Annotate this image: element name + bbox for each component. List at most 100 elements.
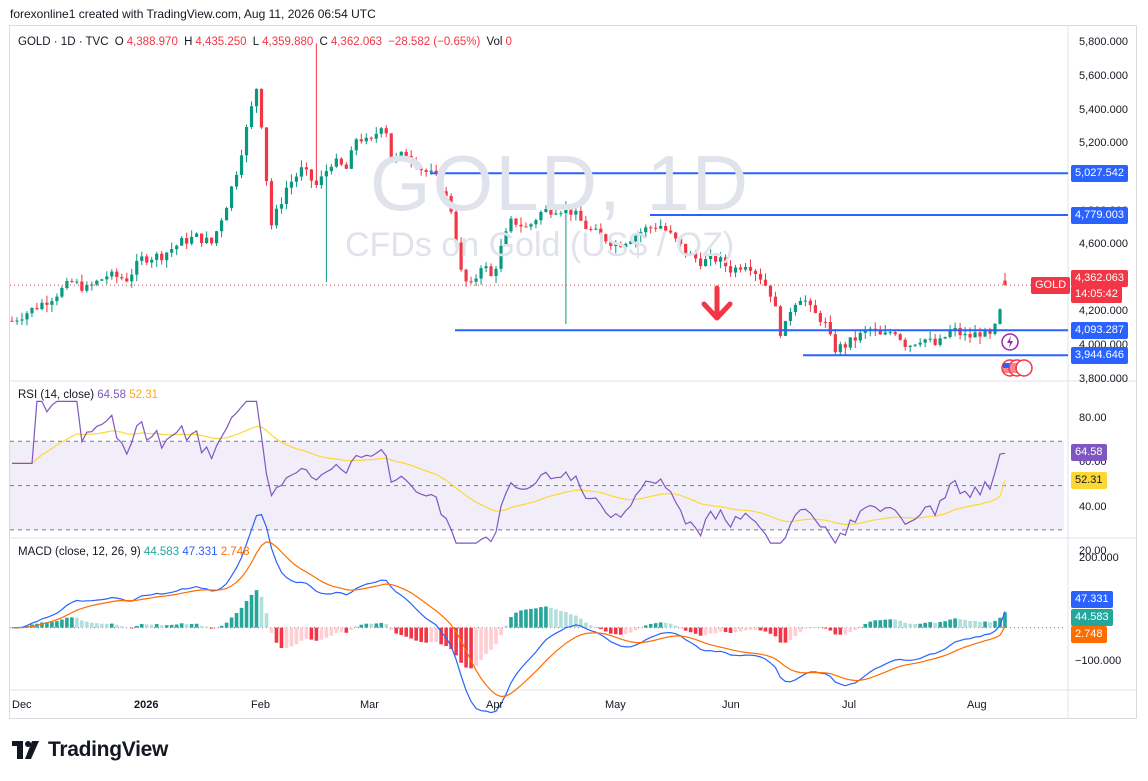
- macd-histogram-bar: [284, 627, 289, 649]
- macd-histogram-bar: [908, 623, 912, 628]
- macd-histogram-bar: [504, 625, 508, 628]
- candle-body: [434, 170, 438, 173]
- legend-volume-label: Vol: [486, 36, 503, 48]
- candle-body: [763, 279, 768, 286]
- candle-body: [579, 210, 583, 221]
- tradingview-logo[interactable]: TradingView: [12, 738, 168, 762]
- macd-histogram-bar: [863, 623, 868, 628]
- candle-body: [639, 232, 643, 236]
- macd-histogram-bar: [888, 619, 893, 628]
- candle-body: [554, 213, 558, 215]
- macd-histogram-bar: [219, 625, 224, 628]
- macd-histogram-bar: [848, 627, 853, 632]
- macd-histogram-bar: [95, 623, 99, 628]
- candle-body: [674, 232, 678, 239]
- macd-histogram-bar: [658, 622, 663, 628]
- candle-body: [454, 211, 458, 243]
- macd-histogram-bar: [424, 627, 428, 643]
- macd-histogram-bar: [319, 627, 324, 640]
- candle-body: [594, 228, 598, 230]
- macd-histogram-bar: [409, 627, 413, 639]
- macd-histogram-bar: [928, 622, 932, 628]
- candle-body: [828, 322, 832, 335]
- candle-body: [733, 267, 738, 273]
- macd-histogram-bar: [164, 625, 169, 628]
- candle-body: [728, 266, 733, 273]
- macd-histogram-bar: [793, 627, 798, 636]
- rsi-axis-tick: 40.00: [1079, 500, 1107, 513]
- rsi-band-fill: [10, 441, 1064, 530]
- legend-low-value: 4,359.880: [262, 36, 314, 48]
- macd-histogram-bar: [484, 627, 488, 654]
- candle-body: [629, 241, 633, 244]
- time-axis-label: Feb: [251, 699, 270, 711]
- macd-histogram-bar: [339, 627, 344, 633]
- macd-histogram-bar: [299, 627, 304, 641]
- candle-body: [379, 128, 383, 134]
- legend-symbol[interactable]: GOLD · 1D · TVC: [18, 36, 109, 48]
- candle-body: [878, 330, 882, 335]
- macd-legend[interactable]: MACD (close, 12, 26, 9) 44.583 47.331 2.…: [18, 546, 249, 558]
- candle-body: [783, 320, 788, 336]
- macd-histogram-bar: [434, 627, 438, 642]
- bar-countdown-tag: 14:05:42: [1071, 286, 1122, 304]
- candle-body: [190, 236, 194, 244]
- rsi-legend[interactable]: RSI (14, close) 64.58 52.31: [18, 389, 158, 401]
- rsi-axis-tick: 80.00: [1079, 412, 1107, 425]
- candle-body: [319, 176, 323, 186]
- candle-body: [524, 226, 528, 228]
- macd-histogram-bar: [763, 627, 768, 632]
- candle-body: [748, 266, 753, 271]
- candle-body: [928, 338, 932, 340]
- candle-body: [214, 231, 219, 244]
- candle-body: [773, 296, 778, 307]
- macd-histogram-bar: [594, 627, 598, 628]
- candle-body: [584, 220, 588, 229]
- macd-histogram-bar: [279, 627, 284, 649]
- macd-histogram-bar: [723, 627, 728, 633]
- candle-body: [424, 170, 428, 172]
- legend-low-label: L: [252, 36, 260, 48]
- rsi-ma-line: [12, 425, 1006, 526]
- candle-body: [35, 307, 39, 310]
- time-axis-label: Jun: [722, 699, 740, 711]
- price-axis-tick: 5,800.000: [1079, 36, 1128, 49]
- candle-body: [359, 139, 363, 142]
- candle-body: [115, 271, 119, 278]
- macd-histogram-bar: [234, 613, 239, 628]
- chart-frame[interactable]: [9, 25, 1137, 719]
- macd-histogram-bar: [798, 627, 803, 632]
- macd-histogram-bar: [239, 607, 244, 628]
- macd-histogram-bar: [229, 617, 234, 628]
- macd-histogram-bar: [773, 627, 778, 637]
- macd-histogram-bar: [613, 627, 618, 635]
- macd-histogram-bar: [289, 627, 294, 647]
- candle-body: [459, 242, 463, 270]
- candle-body: [65, 281, 69, 289]
- us-flag-canton-icon: [1003, 363, 1009, 368]
- macd-histogram-bar: [55, 621, 59, 628]
- candle-body: [983, 329, 987, 337]
- macd-histogram-bar: [893, 619, 898, 628]
- macd-histogram-bar: [244, 601, 249, 628]
- macd-histogram-bar: [269, 627, 274, 633]
- macd-histogram-bar: [349, 627, 354, 630]
- macd-histogram-bar: [918, 623, 922, 628]
- candle-body: [294, 176, 299, 182]
- price-axis-tick: 4,200.000: [1079, 305, 1128, 318]
- time-axis-label: 2026: [134, 699, 159, 711]
- price-axis-tick: 3,800.000: [1079, 372, 1128, 385]
- macd-histogram-bar: [169, 624, 174, 628]
- macd-histogram-bar: [638, 627, 643, 629]
- candle-body: [45, 302, 49, 305]
- macd-histogram-bar: [474, 627, 478, 666]
- macd-histogram-bar: [768, 627, 773, 634]
- candle-body: [953, 327, 957, 330]
- macd-histogram-bar: [653, 623, 658, 628]
- macd-histogram-bar: [564, 611, 568, 628]
- macd-histogram-bar: [479, 627, 483, 660]
- candle-body: [399, 151, 403, 157]
- macd-hist-value-tag: 44.583: [1071, 609, 1113, 626]
